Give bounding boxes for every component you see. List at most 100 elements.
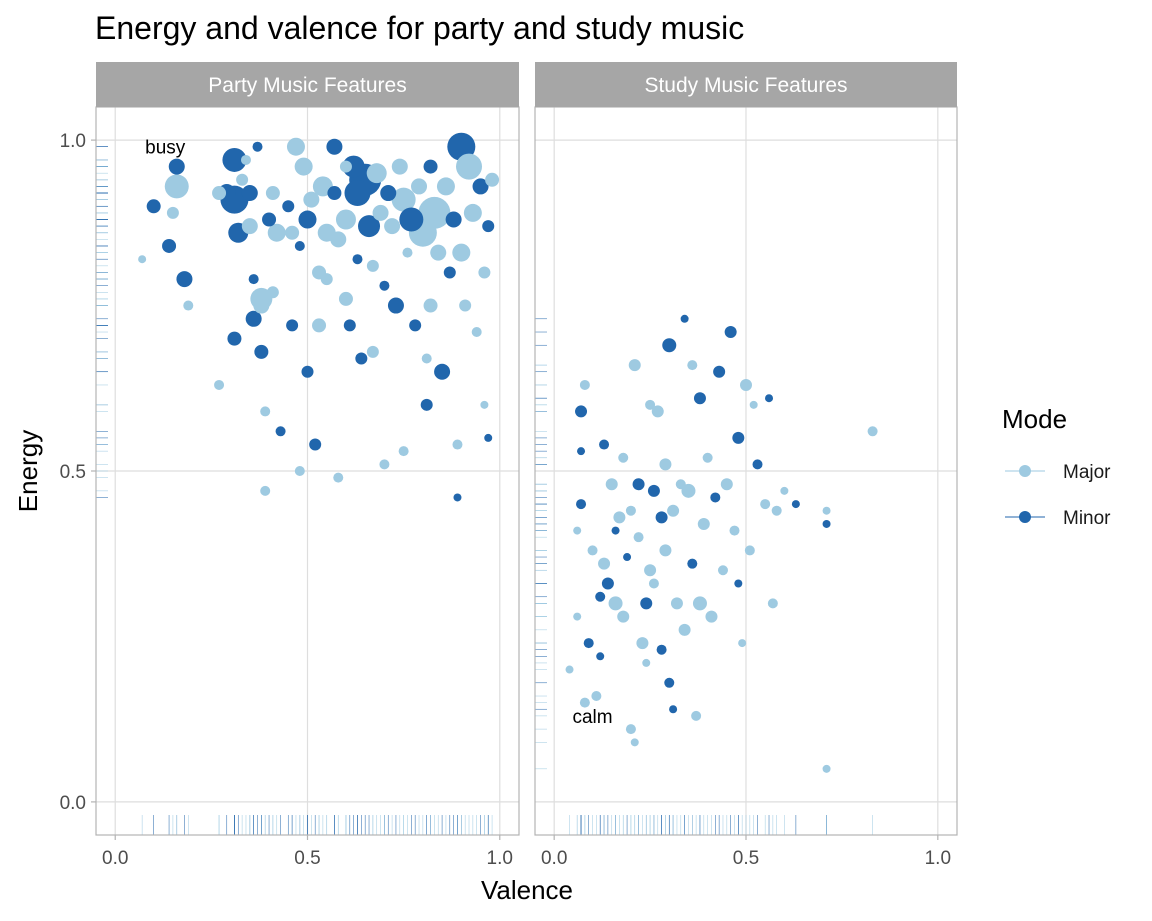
data-point [642, 658, 651, 667]
data-point [262, 212, 277, 227]
data-point [214, 379, 225, 390]
data-point [453, 493, 462, 502]
data-point [822, 506, 831, 515]
data-point [791, 500, 800, 509]
data-point [595, 591, 606, 602]
legend-title: Mode [1002, 404, 1067, 434]
data-point [633, 532, 644, 543]
legend: Mode Major Minor [1002, 404, 1111, 529]
data-point [294, 466, 305, 476]
data-point [298, 210, 317, 229]
data-point [780, 486, 789, 495]
data-point [459, 299, 472, 312]
data-point [692, 596, 707, 611]
data-point [411, 178, 428, 195]
data-point [749, 400, 758, 409]
data-point [327, 186, 342, 201]
data-point [252, 141, 263, 152]
data-point [248, 274, 259, 285]
annotation-busy: busy [145, 138, 186, 159]
data-point [303, 191, 320, 208]
data-point [713, 365, 726, 378]
data-point [275, 426, 286, 437]
data-point [222, 147, 247, 172]
data-point [282, 200, 295, 213]
data-point [420, 398, 433, 411]
data-point [146, 199, 161, 214]
data-point [344, 180, 371, 207]
data-point [681, 483, 696, 498]
data-point [338, 291, 353, 306]
data-point [576, 499, 587, 510]
data-point [241, 185, 258, 202]
data-point [664, 677, 675, 688]
data-point [398, 446, 409, 457]
data-point [286, 319, 299, 332]
data-point [702, 452, 713, 463]
legend-label-major: Major [1063, 462, 1111, 483]
data-point [822, 519, 831, 528]
data-point [659, 544, 672, 557]
data-point [436, 177, 455, 196]
x-tick-label: 0.0 [541, 848, 567, 869]
data-point [678, 623, 691, 636]
strip-background [535, 62, 957, 107]
data-point [611, 526, 620, 535]
data-point [765, 394, 774, 403]
data-point [335, 209, 356, 230]
data-point [286, 137, 305, 156]
data-point [358, 215, 381, 238]
data-point [343, 319, 356, 332]
x-tick-label: 0.5 [733, 848, 759, 869]
data-point [659, 458, 672, 471]
data-point [687, 558, 698, 569]
data-point [691, 710, 702, 721]
data-point [266, 286, 279, 299]
data-point [738, 639, 747, 648]
data-point [166, 206, 179, 219]
data-point [693, 392, 706, 405]
data-point [575, 405, 588, 418]
panel-1: busy Party Music Features 0.0 0.5 1.0 0.0 0.5 1… [60, 62, 520, 869]
data-point [380, 185, 397, 202]
data-point [625, 724, 636, 735]
data-point [598, 557, 611, 570]
data-point [445, 211, 462, 228]
data-point [379, 459, 390, 470]
data-point [379, 280, 390, 291]
data-point [471, 327, 482, 338]
data-point [752, 459, 763, 470]
data-point [617, 610, 630, 623]
data-point [822, 764, 831, 773]
data-point [724, 326, 737, 339]
data-point [423, 159, 438, 174]
y-axis-title: Energy [13, 430, 43, 512]
data-point [399, 207, 424, 232]
data-point [720, 478, 733, 491]
data-point [260, 406, 271, 417]
legend-key-minor [1019, 511, 1031, 523]
data-point [241, 218, 258, 235]
data-point [402, 247, 413, 258]
data-point [867, 426, 878, 437]
data-point [366, 163, 387, 184]
data-point [587, 545, 598, 556]
data-point [387, 297, 404, 314]
data-point [565, 665, 574, 674]
data-point [717, 565, 728, 576]
data-point [456, 153, 483, 180]
data-point [648, 578, 659, 589]
data-point [309, 438, 322, 451]
data-point [168, 158, 185, 175]
data-point [579, 697, 590, 708]
data-point [618, 452, 629, 463]
data-point [423, 298, 438, 313]
data-point [355, 352, 368, 365]
data-point [630, 738, 639, 747]
data-point [680, 314, 689, 323]
data-point [482, 220, 495, 233]
x-tick-label: 1.0 [925, 848, 951, 869]
data-point [472, 178, 489, 195]
data-point [245, 310, 262, 327]
